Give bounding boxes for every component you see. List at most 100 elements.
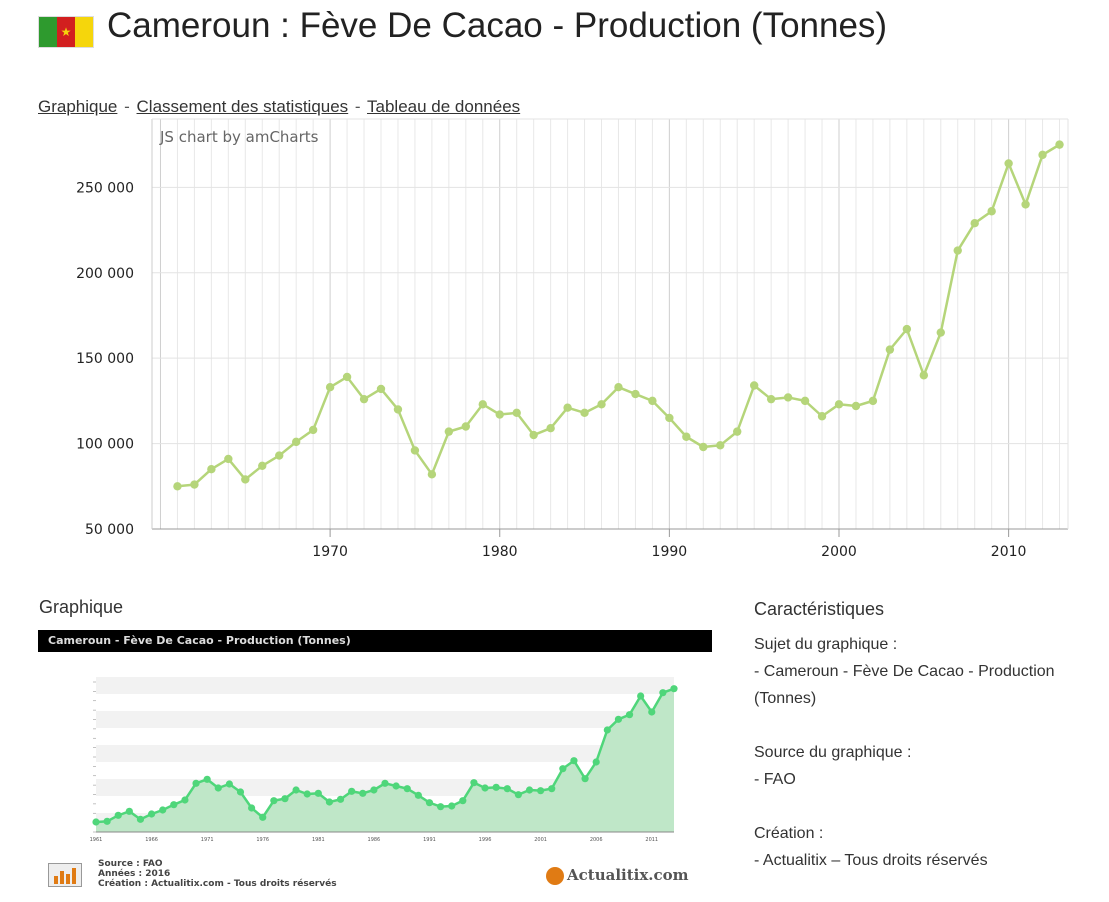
data-point <box>851 401 861 411</box>
thumb-point <box>614 715 623 723</box>
data-point <box>325 383 335 392</box>
data-point <box>716 441 725 450</box>
cameroon-flag-icon: ★ <box>38 16 94 48</box>
y-tick-label: 150 000 <box>76 351 134 367</box>
data-point <box>190 480 199 489</box>
thumbnail-footer-creation: Création : Actualitix.com - Tous droits … <box>98 879 337 889</box>
thumb-point <box>325 798 334 806</box>
thumb-point <box>637 692 645 700</box>
data-point <box>648 396 657 406</box>
thumb-x-label: 1986 <box>368 837 381 843</box>
data-point <box>970 219 979 228</box>
data-point <box>1021 200 1030 209</box>
thumb-x-label: 1971 <box>201 837 214 843</box>
subject-label: Sujet du graphique : <box>754 636 898 653</box>
thumb-x-label: 2006 <box>590 837 603 843</box>
thumb-point <box>470 779 478 787</box>
data-point <box>308 425 318 435</box>
thumb-point <box>359 789 367 797</box>
data-point <box>766 394 776 404</box>
thumb-point <box>625 711 634 719</box>
thumbnail-footer-years: Années : 2016 <box>98 869 171 879</box>
main-chart[interactable]: 50 000 100 000 150 000 200 000 250 000 1970 19… <box>38 116 1078 566</box>
data-point <box>902 324 912 334</box>
thumb-point <box>147 810 156 818</box>
data-point <box>427 470 437 479</box>
thumb-point <box>136 815 145 823</box>
data-point <box>682 432 691 441</box>
thumb-point <box>581 775 589 783</box>
chart-credit-link[interactable]: JS chart by amCharts <box>160 128 319 146</box>
thumb-point <box>425 799 434 807</box>
data-point <box>817 412 827 421</box>
thumb-point <box>203 775 211 783</box>
data-point <box>461 422 471 431</box>
actualitix-logo: Actualitix.com <box>546 866 689 885</box>
thumb-band <box>96 745 674 762</box>
y-tick-label: 100 000 <box>76 437 134 453</box>
data-point <box>512 408 521 418</box>
main-chart-svg[interactable]: 50 000 100 000 150 000 200 000 250 000 1970 19… <box>38 116 1078 566</box>
thumb-point <box>503 785 511 793</box>
x-tick-label: 1980 <box>482 544 518 560</box>
thumb-point <box>548 785 556 793</box>
data-point <box>241 475 250 484</box>
page-header: ★ Cameroun : Fève De Cacao - Production … <box>38 6 1098 48</box>
thumb-point <box>259 813 267 821</box>
data-point <box>749 381 759 390</box>
data-point <box>173 482 182 491</box>
thumbnail-heading: Graphique <box>39 597 124 617</box>
thumb-point <box>537 787 545 795</box>
data-point <box>953 246 962 255</box>
thumb-point <box>114 811 122 819</box>
creation-label: Création : <box>754 825 824 842</box>
thumb-x-label: 1991 <box>423 837 436 843</box>
thumbnail-footer-source: Source : FAO <box>98 859 163 869</box>
thumb-band <box>96 762 674 779</box>
data-point <box>834 400 844 409</box>
thumb-point <box>436 803 445 811</box>
thumb-point <box>303 790 311 798</box>
thumbnail-chart-svg: 1961 1966 1971 1976 1981 1986 1991 1996 2001 2006… <box>90 677 678 843</box>
thumb-point <box>648 708 656 716</box>
data-point <box>495 410 504 419</box>
data-point <box>393 405 403 414</box>
thumb-point <box>159 806 167 814</box>
thumb-x-label: 1966 <box>145 837 158 843</box>
globe-icon <box>546 867 564 885</box>
thumb-point <box>348 787 356 795</box>
thumb-x-label: 1976 <box>256 837 269 843</box>
data-point <box>614 383 623 392</box>
thumb-point <box>370 786 378 794</box>
link-graphique[interactable]: Graphique <box>38 97 118 116</box>
data-point <box>478 400 487 409</box>
thumb-point <box>336 795 345 803</box>
data-point <box>275 451 284 460</box>
thumb-point <box>592 758 600 766</box>
data-point <box>359 394 369 404</box>
thumb-point <box>603 726 611 734</box>
thumb-x-label: 1961 <box>90 837 103 843</box>
source-label: Source du graphique : <box>754 744 912 761</box>
data-point <box>410 446 420 455</box>
thumb-point <box>314 789 322 797</box>
creation-value: - Actualitix – Tous droits réservés <box>754 852 988 869</box>
thumb-point <box>236 788 245 796</box>
thumb-point <box>281 795 289 803</box>
data-point <box>885 345 895 354</box>
data-point <box>631 389 640 399</box>
data-point <box>529 430 538 440</box>
thumb-point <box>659 689 667 697</box>
thumb-point <box>514 791 522 799</box>
thumb-x-label: 1981 <box>312 837 325 843</box>
y-tick-label: 200 000 <box>76 266 134 282</box>
data-point <box>783 393 793 402</box>
data-point <box>597 400 606 409</box>
link-tableau[interactable]: Tableau de données <box>367 97 521 116</box>
x-tick-label: 1990 <box>652 544 688 560</box>
data-point <box>207 465 216 474</box>
bar-chart-icon <box>48 863 82 887</box>
data-point <box>1038 150 1047 160</box>
link-classement[interactable]: Classement des statistiques <box>136 97 349 116</box>
data-point <box>1055 140 1064 149</box>
